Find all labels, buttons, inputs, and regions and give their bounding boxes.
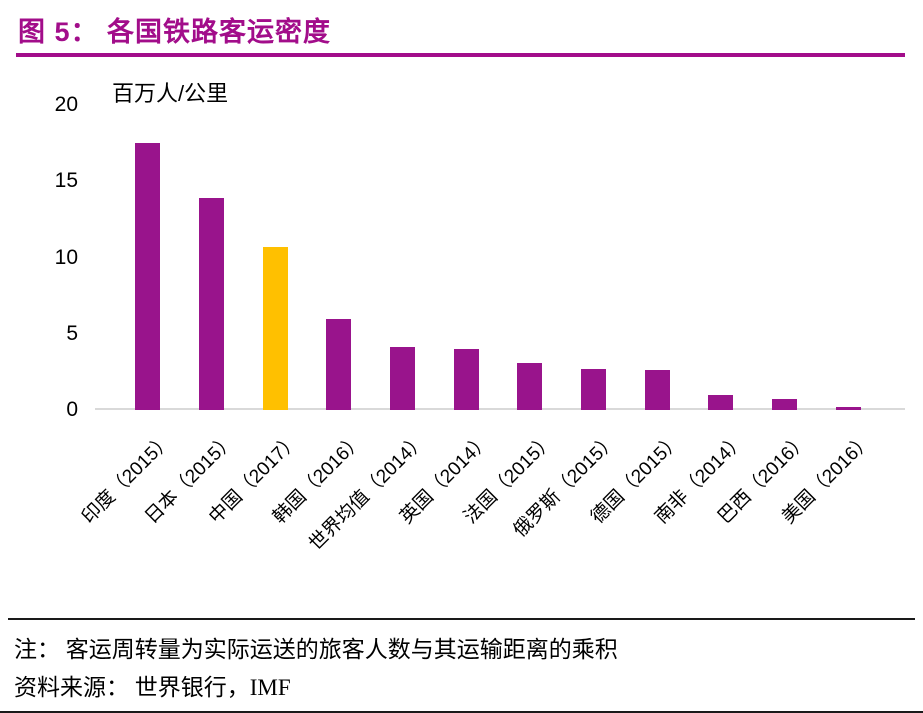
bar-slot bbox=[562, 105, 626, 410]
bar-南非（2014） bbox=[708, 394, 734, 410]
bar-slot bbox=[180, 105, 244, 410]
bar-slot bbox=[434, 105, 498, 410]
y-axis: 0 5 10 15 20 bbox=[28, 93, 78, 421]
bar-中国（2017） bbox=[262, 246, 288, 410]
bar-巴西（2016） bbox=[772, 399, 798, 410]
x-axis-labels: 印度（2015） 日本（2015） 中国（2017） 韩国（2016） 世界均值（201… bbox=[0, 414, 923, 614]
y-tick-label: 15 bbox=[54, 169, 78, 193]
bar-slot bbox=[753, 105, 817, 410]
x-axis-line bbox=[95, 408, 905, 410]
y-tick-label: 20 bbox=[54, 93, 78, 116]
bar-法国（2015） bbox=[517, 362, 543, 410]
x-tick-label: 印度（2015） bbox=[77, 429, 177, 529]
y-tick-label: 5 bbox=[66, 321, 78, 345]
bar-slot bbox=[116, 105, 180, 410]
y-tick-label: 10 bbox=[54, 245, 78, 269]
x-tick-label: 世界均值（2014） bbox=[305, 429, 431, 555]
bar-美国（2016） bbox=[835, 406, 861, 410]
bar-俄罗斯（2015） bbox=[581, 368, 607, 410]
bar-chart-plot-area bbox=[116, 105, 880, 410]
bar-世界均值（2014） bbox=[390, 347, 416, 410]
bar-slot bbox=[816, 105, 880, 410]
bar-slot bbox=[307, 105, 371, 410]
x-tick-label: 美国（2016） bbox=[778, 429, 877, 529]
x-tick-label: 法国（2015） bbox=[459, 429, 559, 529]
x-tick-label: 俄罗斯（2015） bbox=[509, 429, 622, 542]
title-underline-rule bbox=[16, 53, 905, 57]
bar-slot bbox=[498, 105, 562, 410]
bar-韩国（2016） bbox=[326, 318, 352, 410]
x-tick-label: 日本（2015） bbox=[141, 429, 240, 529]
bar-slot bbox=[371, 105, 435, 410]
x-tick-label: 中国（2017） bbox=[205, 429, 304, 529]
x-tick-label: 巴西（2016） bbox=[714, 429, 813, 529]
y-tick-label: 0 bbox=[66, 398, 78, 421]
x-tick-label: 韩国（2016） bbox=[268, 429, 368, 529]
bar-德国（2015） bbox=[644, 370, 670, 410]
x-tick-label: 德国（2015） bbox=[587, 429, 686, 529]
bar-slot bbox=[689, 105, 753, 410]
bar-slot bbox=[625, 105, 689, 410]
chart-source: 资料来源： 世界银行，IMF bbox=[14, 675, 291, 700]
x-tick-label: 英国（2014） bbox=[396, 429, 495, 529]
bar-英国（2014） bbox=[453, 349, 479, 410]
bottom-border-rule bbox=[0, 711, 923, 713]
bar-印度（2015） bbox=[135, 143, 161, 410]
bar-日本（2015） bbox=[199, 198, 224, 410]
x-tick-label: 南非（2014） bbox=[650, 429, 750, 529]
bar-slot bbox=[243, 105, 307, 410]
chart-note: 注： 客运周转量为实际运送的旅客人数与其运输距离的乘积 bbox=[14, 637, 618, 662]
figure-title: 图 5： 各国铁路客运密度 bbox=[18, 17, 332, 47]
y-axis-unit-label: 百万人/公里 bbox=[112, 81, 229, 106]
notes-divider-rule bbox=[8, 618, 915, 620]
